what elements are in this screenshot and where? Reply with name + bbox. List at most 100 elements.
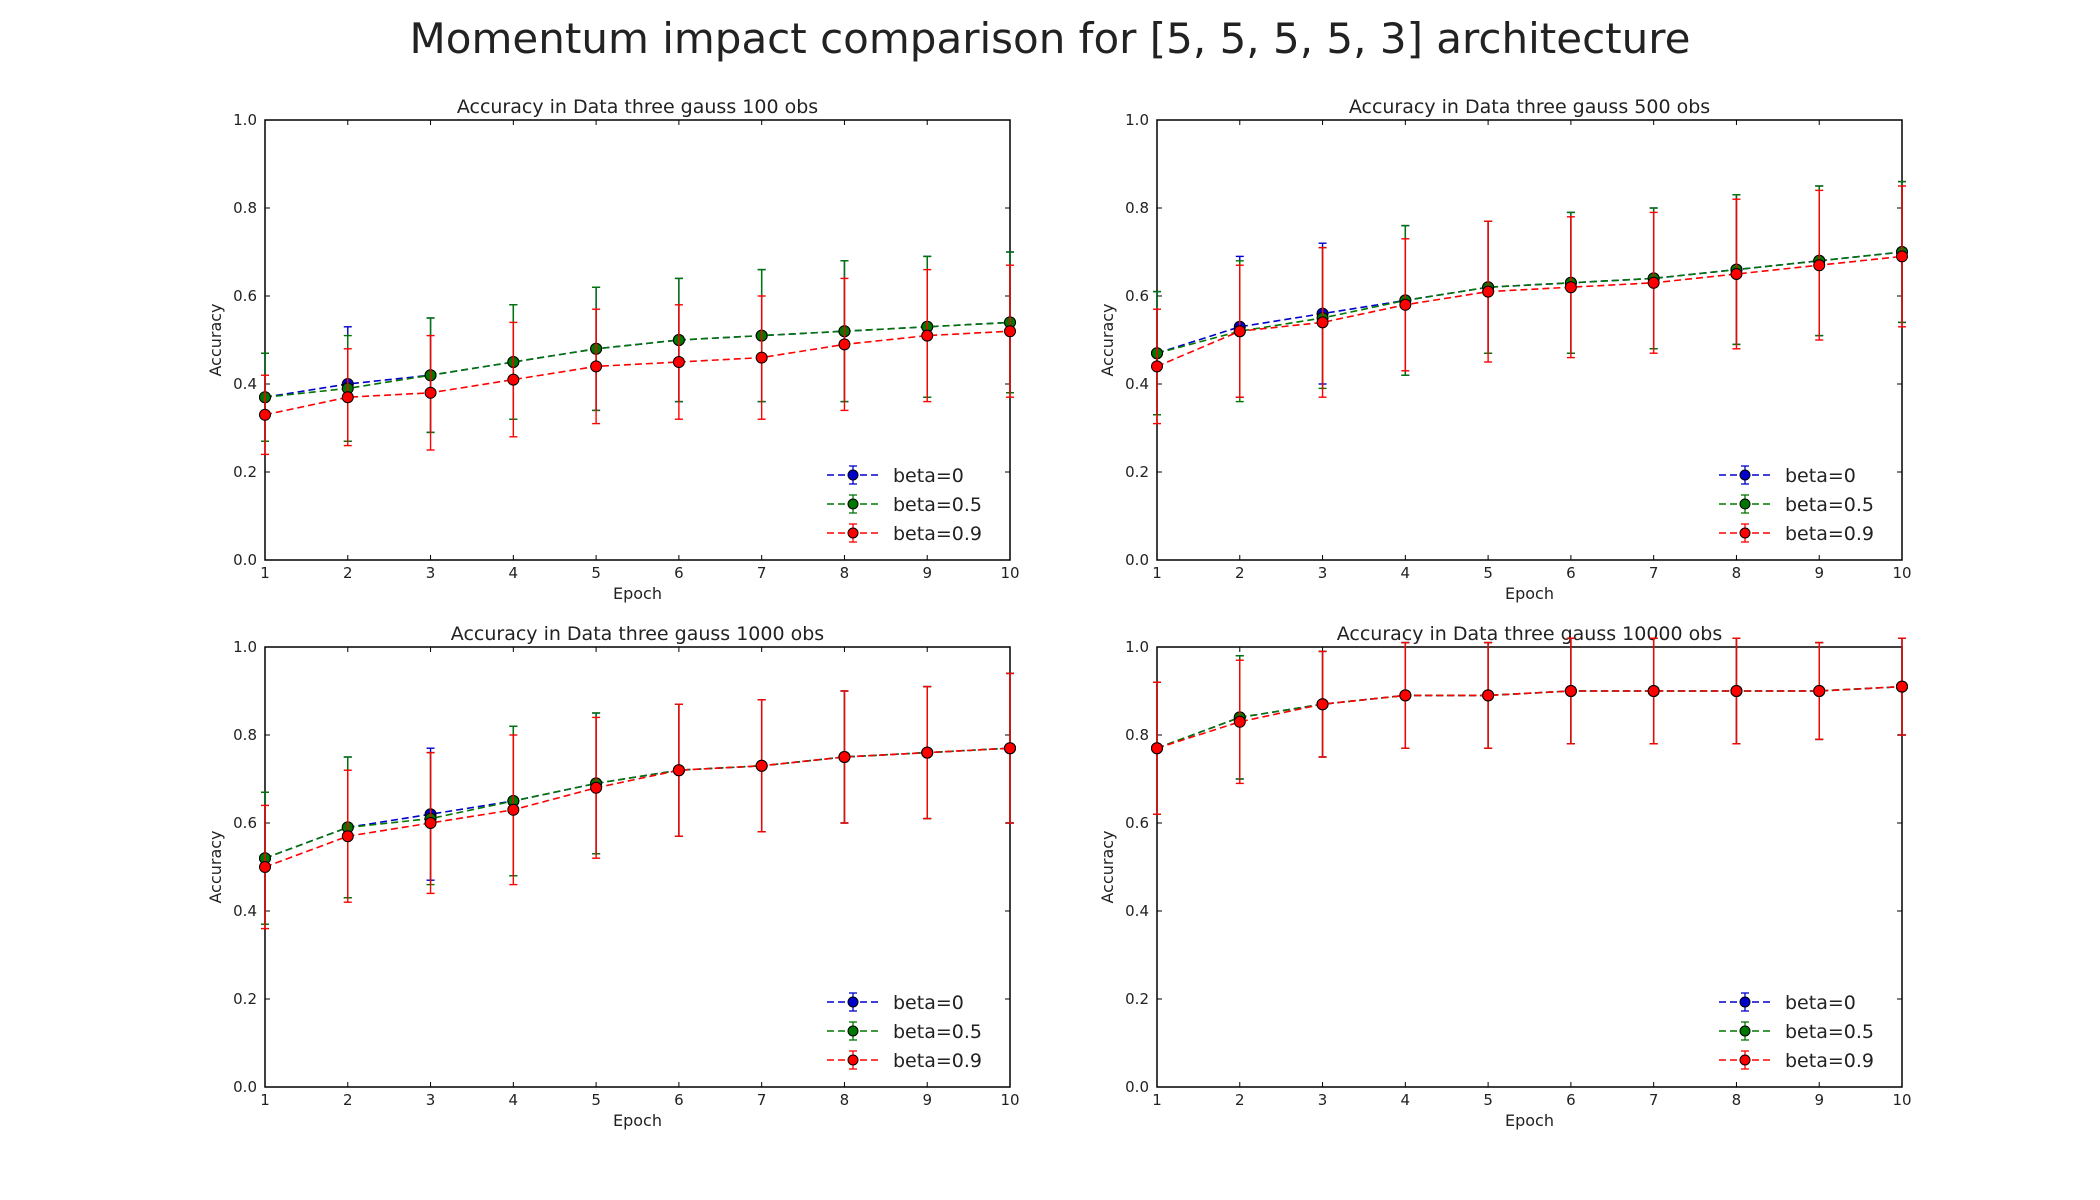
legend-marker bbox=[847, 996, 859, 1008]
x-tick-label: 9 bbox=[922, 564, 932, 582]
data-point bbox=[1399, 689, 1412, 702]
legend-label: beta=0 bbox=[1785, 992, 1856, 1014]
y-tick-label: 0.8 bbox=[1125, 199, 1149, 217]
x-tick-label: 9 bbox=[1814, 1091, 1824, 1109]
x-axis-label: Epoch bbox=[1505, 584, 1554, 603]
data-point bbox=[1647, 685, 1660, 697]
data-point bbox=[1482, 689, 1495, 702]
x-tick-label: 7 bbox=[1649, 1091, 1659, 1109]
legend-label: beta=0.9 bbox=[893, 523, 982, 545]
legend-label: beta=0.5 bbox=[1785, 1021, 1874, 1043]
y-tick-label: 1.0 bbox=[1125, 638, 1149, 656]
x-tick-label: 10 bbox=[1000, 1091, 1019, 1109]
x-tick-label: 3 bbox=[426, 564, 436, 582]
x-tick-label: 2 bbox=[1235, 564, 1245, 582]
x-tick-label: 10 bbox=[1892, 1091, 1911, 1109]
data-point bbox=[1316, 316, 1329, 329]
plot-frame bbox=[1156, 646, 1903, 1088]
legend-marker bbox=[847, 1025, 859, 1037]
x-tick-label: 8 bbox=[1732, 1091, 1742, 1109]
legend-marker bbox=[1739, 469, 1751, 481]
y-tick-label: 0.8 bbox=[233, 199, 257, 217]
data-point bbox=[1730, 268, 1743, 280]
x-tick-label: 4 bbox=[509, 1091, 519, 1109]
x-tick-label: 5 bbox=[1483, 1091, 1493, 1109]
data-point bbox=[1564, 685, 1577, 697]
data-point bbox=[259, 408, 271, 421]
x-axis-label: Epoch bbox=[613, 1111, 662, 1130]
x-tick-label: 1 bbox=[1152, 1091, 1162, 1109]
y-tick-label: 0.4 bbox=[1125, 902, 1149, 920]
data-point bbox=[424, 386, 437, 399]
data-point bbox=[672, 764, 685, 777]
data-point bbox=[1730, 685, 1743, 697]
legend-label: beta=0.9 bbox=[893, 1050, 982, 1072]
legend-marker bbox=[1739, 1025, 1751, 1037]
data-point bbox=[1482, 285, 1495, 298]
y-tick-label: 0.6 bbox=[1125, 814, 1149, 832]
data-point bbox=[507, 803, 520, 816]
x-tick-label: 6 bbox=[1566, 564, 1576, 582]
y-tick-label: 0.2 bbox=[233, 463, 257, 481]
y-axis-label: Accuracy bbox=[206, 830, 225, 903]
series-line-beta=0.5 bbox=[264, 321, 1011, 398]
legend-marker bbox=[847, 527, 859, 539]
chart-panel-10000-obs: 1 2 3 4 5 6 7 8 9 10 0.0 0.2 0.4 0.6 0.8 1.0 Accuracy in… bbox=[1098, 623, 1912, 1130]
x-tick-label: 1 bbox=[260, 1091, 270, 1109]
y-axis-label: Accuracy bbox=[1098, 830, 1117, 903]
x-tick-label: 8 bbox=[1732, 564, 1742, 582]
y-tick-label: 0.0 bbox=[233, 551, 257, 569]
data-point bbox=[341, 830, 354, 843]
series-line-beta=0.9 bbox=[264, 330, 1011, 416]
data-point bbox=[755, 351, 768, 364]
data-point bbox=[1151, 360, 1163, 373]
y-tick-label: 0.8 bbox=[233, 726, 257, 744]
x-tick-label: 4 bbox=[1401, 564, 1411, 582]
x-tick-label: 1 bbox=[1152, 564, 1162, 582]
data-point bbox=[590, 781, 603, 794]
x-tick-label: 1 bbox=[260, 564, 270, 582]
x-tick-label: 4 bbox=[509, 564, 519, 582]
y-tick-label: 0.4 bbox=[233, 375, 257, 393]
y-tick-label: 0.6 bbox=[233, 287, 257, 305]
x-tick-label: 7 bbox=[757, 1091, 767, 1109]
data-point bbox=[1004, 325, 1016, 338]
x-tick-label: 7 bbox=[1649, 564, 1659, 582]
figure-title: Momentum impact comparison for [5, 5, 5,… bbox=[409, 14, 1691, 63]
data-point bbox=[1813, 259, 1826, 272]
x-tick-label: 6 bbox=[674, 564, 684, 582]
y-tick-label: 0.6 bbox=[1125, 287, 1149, 305]
data-point bbox=[1004, 742, 1016, 755]
data-point bbox=[424, 817, 437, 829]
data-point bbox=[590, 360, 603, 373]
y-tick-label: 0.4 bbox=[1125, 375, 1149, 393]
y-tick-label: 1.0 bbox=[1125, 111, 1149, 129]
data-point bbox=[1316, 698, 1329, 711]
x-tick-label: 5 bbox=[1483, 564, 1493, 582]
data-point bbox=[1564, 281, 1577, 294]
chart-panel-100-obs: 1 2 3 4 5 6 7 8 9 10 0.0 0.2 0.4 0.6 0.8 1.0 Accuracy in… bbox=[206, 96, 1020, 603]
x-tick-label: 3 bbox=[1318, 1091, 1328, 1109]
data-point bbox=[1813, 685, 1826, 697]
legend-label: beta=0 bbox=[893, 465, 964, 487]
series-line-beta=0 bbox=[1156, 685, 1903, 749]
chart-title: Accuracy in Data three gauss 1000 obs bbox=[451, 623, 824, 645]
y-tick-label: 0.8 bbox=[1125, 726, 1149, 744]
chart-panel-1000-obs: 1 2 3 4 5 6 7 8 9 10 0.0 0.2 0.4 0.6 0.8 1.0 Accuracy in… bbox=[206, 623, 1020, 1130]
x-tick-label: 10 bbox=[1892, 564, 1911, 582]
legend-marker bbox=[1739, 1054, 1751, 1066]
chart-panel-500-obs: 1 2 3 4 5 6 7 8 9 10 0.0 0.2 0.4 0.6 0.8 1.0 Accuracy in… bbox=[1098, 96, 1912, 603]
chart-title: Accuracy in Data three gauss 500 obs bbox=[1349, 96, 1710, 118]
data-point bbox=[259, 861, 271, 873]
legend-marker bbox=[847, 498, 859, 510]
legend-marker bbox=[1739, 996, 1751, 1008]
y-tick-label: 0.0 bbox=[1125, 551, 1149, 569]
x-tick-label: 8 bbox=[840, 564, 850, 582]
x-tick-label: 6 bbox=[674, 1091, 684, 1109]
legend-marker bbox=[847, 1054, 859, 1066]
x-tick-label: 9 bbox=[1814, 564, 1824, 582]
data-point bbox=[921, 746, 934, 759]
data-point bbox=[1896, 250, 1908, 263]
legend-marker bbox=[1739, 527, 1751, 539]
data-point bbox=[1151, 742, 1163, 755]
